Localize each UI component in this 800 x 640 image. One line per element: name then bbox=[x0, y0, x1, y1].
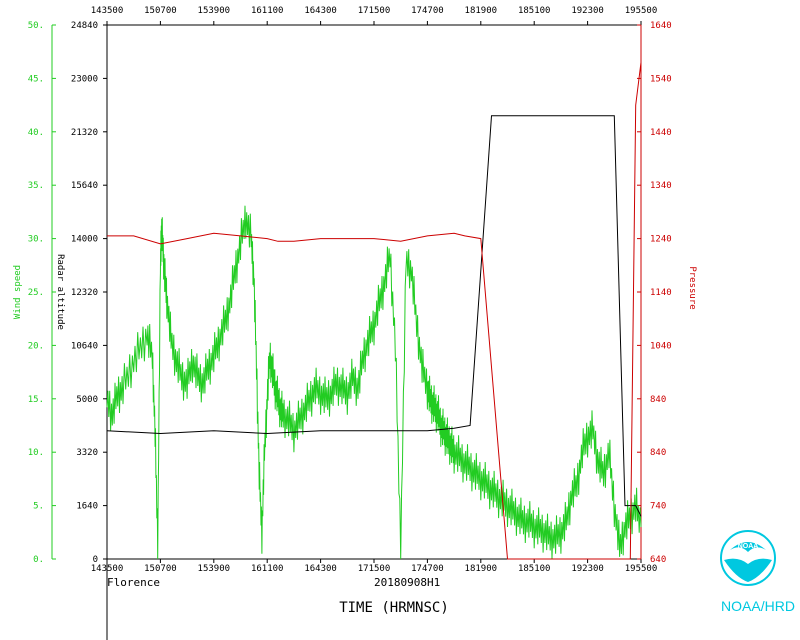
wind-axis-tick-label: 25. bbox=[28, 288, 44, 298]
series-group bbox=[106, 62, 642, 560]
x-tick-label-bottom: 181900 bbox=[465, 564, 498, 574]
series-pressure-line bbox=[107, 62, 642, 560]
noaa-logo-ring bbox=[720, 530, 776, 586]
pressure-axis-title: Pressure bbox=[687, 266, 697, 309]
x-tick-label-bottom: 161100 bbox=[251, 564, 284, 574]
x-tick-label-top: 181900 bbox=[465, 6, 498, 16]
wind-axis-tick-label: 40. bbox=[28, 128, 44, 138]
x-tick-label-bottom: 174700 bbox=[411, 564, 444, 574]
x-tick-label-top: 161100 bbox=[251, 6, 284, 16]
x-tick-label-bottom: 171500 bbox=[358, 564, 391, 574]
wind-axis-tick-label: 35. bbox=[28, 181, 44, 191]
plot-frame-group bbox=[106, 24, 642, 560]
altitude-axis-title: Radar altitude bbox=[55, 254, 65, 330]
x-axis-title: TIME (HRMNSC) bbox=[339, 600, 449, 616]
altitude-axis-tick-label: 1640 bbox=[76, 502, 98, 512]
x-tick-label-bottom: 195500 bbox=[625, 564, 658, 574]
pressure-axis-tick-label: 1440 bbox=[650, 128, 672, 138]
pressure-axis-tick-label: 840 bbox=[650, 395, 666, 405]
pressure-axis-tick-label: 640 bbox=[650, 555, 666, 565]
noaa-logo: NOAA bbox=[720, 530, 776, 586]
pressure-axis-tick-label: 1240 bbox=[650, 235, 672, 245]
noaa-logo-wing-icon bbox=[730, 542, 766, 552]
mission-id: 20180908H1 bbox=[374, 576, 440, 589]
altitude-axis-tick-label: 12320 bbox=[71, 288, 98, 298]
x-tick-label-top: 150700 bbox=[144, 6, 177, 16]
pressure-axis-tick-label: 1040 bbox=[650, 341, 672, 351]
altitude-axis-tick-label: 5000 bbox=[76, 395, 98, 405]
wind-axis-tick-label: 5. bbox=[33, 502, 44, 512]
pressure-axis-tick-label: 1140 bbox=[650, 288, 672, 298]
pressure-axis-tick-label: 1640 bbox=[650, 21, 672, 31]
x-tick-label-top: 143500 bbox=[91, 6, 124, 16]
series-altitude-line bbox=[106, 115, 642, 517]
x-tick-label-bottom: 150700 bbox=[144, 564, 177, 574]
series-wind-line bbox=[106, 205, 642, 560]
wind-axis-tick-label: 20. bbox=[28, 341, 44, 351]
pressure-axis: 640 740 840 840 1040 1140 1240 1340 1440 1540 1640 bbox=[637, 21, 672, 565]
pressure-axis-tick-label: 1340 bbox=[650, 181, 672, 191]
x-tick-label-top: 164300 bbox=[304, 6, 337, 16]
altitude-axis-tick-label: 21320 bbox=[71, 128, 98, 138]
wind-speed-axis: 0. 5. 10. 15. 20. 25. 30. 35. 40. 45. 50. bbox=[28, 21, 56, 565]
wind-axis-title: Wind speed bbox=[13, 265, 23, 319]
altitude-axis-tick-label: 23000 bbox=[71, 74, 98, 84]
storm-name: Florence bbox=[107, 576, 160, 589]
noaa-logo-bird-icon bbox=[724, 558, 772, 582]
x-tick-label-top: 192300 bbox=[571, 6, 604, 16]
wind-axis-tick-label: 45. bbox=[28, 74, 44, 84]
wind-axis-tick-label: 0. bbox=[33, 555, 44, 565]
x-tick-label-bottom: 164300 bbox=[304, 564, 337, 574]
pressure-axis-tick-label: 1540 bbox=[650, 74, 672, 84]
altitude-axis-tick-label: 14000 bbox=[71, 235, 98, 245]
x-tick-label-bottom: 153900 bbox=[198, 564, 231, 574]
wind-axis-tick-label: 30. bbox=[28, 235, 44, 245]
radar-altitude-axis: 0 1640 3320 5000 10640 12320 14000 15640 21320 23… bbox=[71, 21, 108, 640]
altitude-axis-tick-label: 0 bbox=[93, 555, 98, 565]
x-tick-label-bottom: 185100 bbox=[518, 564, 551, 574]
x-tick-label-top: 174700 bbox=[411, 6, 444, 16]
top-x-axis: 143500 150700 153900 161100 164300 171500 1747… bbox=[91, 6, 658, 25]
pressure-axis-tick-label: 840 bbox=[650, 448, 666, 458]
x-tick-label-bottom: 192300 bbox=[571, 564, 604, 574]
brand-label: NOAA/HRD bbox=[721, 598, 795, 614]
wind-axis-tick-label: 15. bbox=[28, 395, 44, 405]
noaa-logo-text: NOAA bbox=[738, 543, 759, 550]
altitude-axis-tick-label: 15640 bbox=[71, 181, 98, 191]
altitude-axis-tick-label: 24840 bbox=[71, 21, 98, 31]
altitude-axis-tick-label: 3320 bbox=[76, 448, 98, 458]
pressure-axis-tick-label: 740 bbox=[650, 502, 666, 512]
altitude-axis-tick-label: 10640 bbox=[71, 341, 98, 351]
bottom-x-axis: 143500 150700 153900 161100 164300 171500 1747… bbox=[91, 559, 658, 574]
wind-axis-tick-label: 50. bbox=[28, 21, 44, 31]
wind-axis-tick-label: 10. bbox=[28, 448, 44, 458]
plot-frame bbox=[106, 24, 642, 560]
x-tick-label-top: 153900 bbox=[198, 6, 231, 16]
x-tick-label-top: 195500 bbox=[625, 6, 658, 16]
x-tick-label-top: 185100 bbox=[518, 6, 551, 16]
x-tick-label-top: 171500 bbox=[358, 6, 391, 16]
